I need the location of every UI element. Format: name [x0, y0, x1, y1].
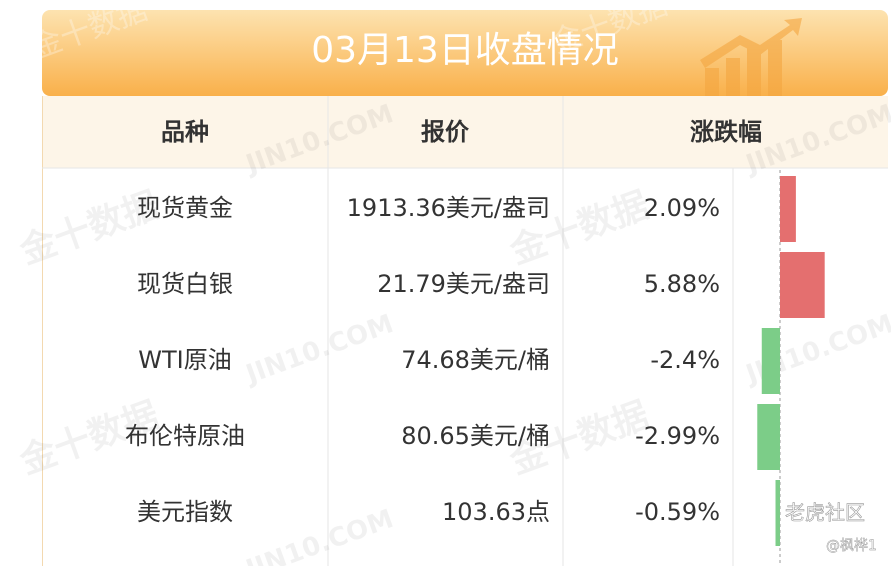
change-bar	[761, 328, 780, 394]
name-cell: 现货白银	[137, 270, 233, 298]
change-bar	[780, 176, 796, 242]
column-header: 涨跌幅	[690, 118, 762, 146]
change-bar	[780, 252, 825, 318]
name-cell: 现货黄金	[137, 194, 233, 222]
price-cell: 1913.36美元/盎司	[347, 194, 550, 222]
name-cell: WTI原油	[138, 346, 231, 374]
change-cell: 5.88%	[644, 270, 720, 298]
watermark-user: @枫桦1	[826, 538, 877, 554]
change-bar	[757, 404, 780, 470]
name-cell: 布伦特原油	[125, 422, 245, 450]
price-cell: 80.65美元/桶	[401, 422, 550, 450]
price-cell: 74.68美元/桶	[401, 346, 550, 374]
change-cell: -2.4%	[650, 346, 720, 374]
watermark: JIN10.COM	[240, 309, 397, 391]
banner	[42, 10, 888, 96]
price-cell: 103.63点	[442, 498, 550, 526]
chart-icon	[700, 18, 802, 96]
watermark-tiger: 老虎社区	[785, 501, 865, 525]
title: 03月13日收盘情况	[311, 30, 619, 71]
header-row	[42, 96, 888, 168]
watermark: JIN10.COM	[240, 504, 397, 566]
price-cell: 21.79美元/盎司	[377, 270, 550, 298]
col-lines	[42, 96, 888, 566]
column-header: 报价	[421, 118, 470, 146]
change-cell: 2.09%	[644, 194, 720, 222]
name-cell: 美元指数	[137, 498, 233, 526]
change-cell: -0.59%	[635, 498, 720, 526]
change-bar	[775, 480, 780, 546]
change-cell: -2.99%	[635, 422, 720, 450]
column-header: 品种	[161, 118, 209, 146]
